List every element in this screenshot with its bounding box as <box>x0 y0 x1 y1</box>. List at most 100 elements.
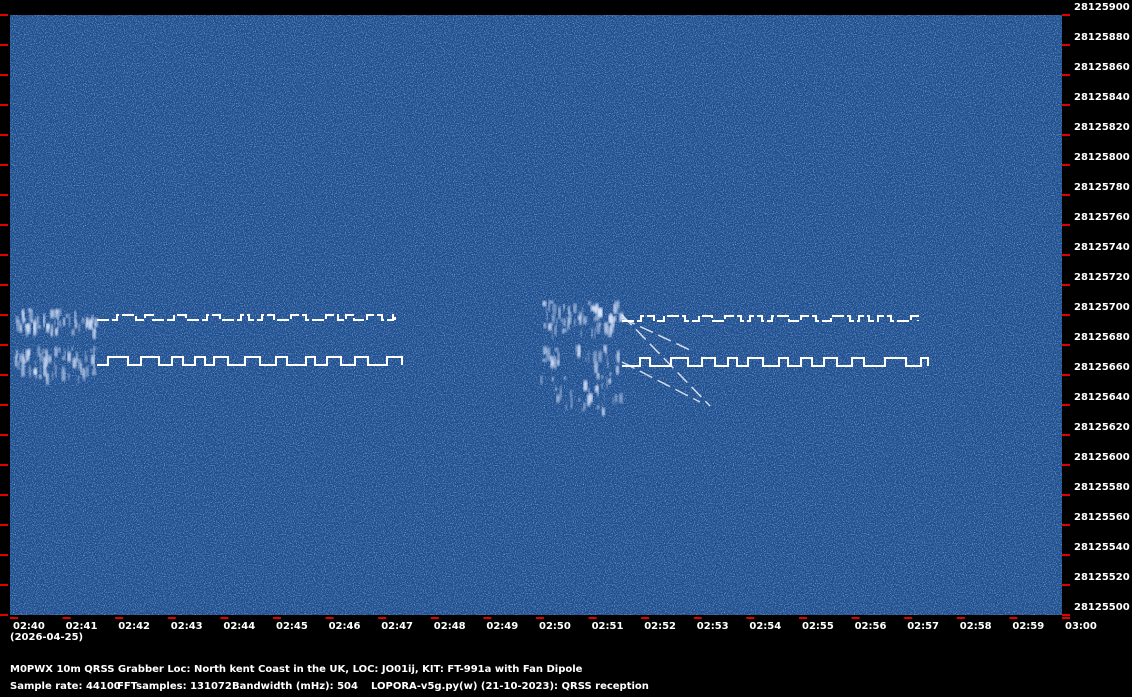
signal-burst <box>551 376 554 382</box>
signal-burst <box>62 356 66 361</box>
signal-burst <box>66 313 69 318</box>
signal-burst <box>51 324 54 337</box>
signal-burst <box>42 349 46 354</box>
x-tick-label: 02:45 <box>276 621 308 632</box>
signal-burst <box>598 308 602 316</box>
x-tick-label: 02:47 <box>381 621 413 632</box>
signal-burst <box>43 315 45 328</box>
signal-burst <box>568 312 572 324</box>
signal-burst <box>563 318 566 327</box>
signal-burst <box>598 351 602 362</box>
signal-burst <box>23 359 27 364</box>
signal-burst <box>27 348 31 356</box>
signal-burst <box>67 346 69 352</box>
signal-burst <box>615 353 618 360</box>
signal-burst <box>91 315 94 324</box>
signal-burst <box>21 311 25 324</box>
signal-burst <box>567 320 569 333</box>
signal-burst <box>549 356 552 361</box>
signal-burst <box>619 312 624 322</box>
signal-burst <box>37 325 41 329</box>
footer: LOPORA-v5g.py(w) (21-10-2023): QRSS rece… <box>371 681 649 692</box>
signal-burst <box>615 365 619 375</box>
signal-burst <box>606 377 608 389</box>
signal-burst <box>551 314 555 323</box>
signals <box>15 300 929 416</box>
signal-burst <box>546 312 548 322</box>
signal-burst <box>93 346 95 356</box>
signal-burst <box>554 347 559 352</box>
signal-burst <box>81 368 85 378</box>
signal-burst <box>93 364 96 371</box>
signal-burst <box>594 385 598 393</box>
y-tick-label: 28125600 <box>1074 452 1130 463</box>
signal-burst <box>38 374 42 379</box>
signal-burst <box>595 310 600 321</box>
signal-burst <box>68 314 71 328</box>
signal-burst <box>573 318 576 327</box>
x-tick-label: 02:50 <box>539 621 571 632</box>
y-tick-label: 28125760 <box>1074 212 1130 223</box>
signal-burst <box>610 320 614 333</box>
footer: FFTsamples: 131072 <box>117 681 232 692</box>
signal-burst <box>80 362 83 374</box>
signal-burst <box>71 346 74 351</box>
signal-burst <box>88 317 93 326</box>
signal-burst <box>594 316 596 322</box>
signal-burst <box>43 365 47 377</box>
signal-burst <box>56 308 59 314</box>
signal-burst <box>74 319 78 329</box>
signal-burst <box>63 349 66 358</box>
signal-burst <box>16 319 21 332</box>
signal-burst <box>558 306 561 319</box>
signal-burst <box>619 393 623 404</box>
y-tick-label: 28125660 <box>1074 362 1130 373</box>
signal-burst <box>597 372 599 377</box>
signal-burst <box>588 300 591 306</box>
signal-trace <box>97 314 396 321</box>
signal-burst <box>58 347 61 353</box>
signal-burst <box>90 355 95 365</box>
signal-burst <box>75 352 78 363</box>
signal-burst <box>593 351 598 363</box>
signal-burst <box>548 300 550 312</box>
signal-burst <box>609 314 613 324</box>
y-tick-label: 28125560 <box>1074 512 1130 523</box>
signal-burst <box>606 355 609 367</box>
signal-burst <box>608 378 612 384</box>
signal-burst <box>27 323 31 334</box>
signal-burst <box>15 355 18 367</box>
y-tick-label: 28125580 <box>1074 482 1130 493</box>
signal-burst <box>46 353 48 366</box>
signal-burst <box>583 380 588 391</box>
x-tick-label: 02:54 <box>749 621 781 632</box>
signal-burst <box>74 310 77 322</box>
signal-burst <box>609 372 612 376</box>
signal-burst <box>608 326 612 338</box>
signal-burst <box>561 317 563 324</box>
footer: Bandwidth (mHz): 504 <box>232 681 358 692</box>
y-tick-label: 28125740 <box>1074 242 1130 253</box>
signal-burst <box>588 387 590 395</box>
signal-burst <box>45 350 48 356</box>
signal-burst <box>55 309 60 319</box>
signal-burst <box>45 369 48 381</box>
x-tick-label: 02:43 <box>171 621 203 632</box>
signal-burst <box>25 349 30 361</box>
signal-burst <box>92 328 97 339</box>
y-tick-label: 28125900 <box>1074 2 1130 13</box>
signal-burst <box>21 364 25 377</box>
signal-burst <box>551 329 553 341</box>
x-tick-label: 02:48 <box>434 621 466 632</box>
signal-burst <box>92 369 97 376</box>
signal-burst <box>612 316 617 322</box>
signal-burst <box>15 315 19 324</box>
signal-burst <box>557 351 560 365</box>
signal-burst <box>39 353 43 362</box>
signal-burst <box>554 356 557 369</box>
signal-burst <box>596 373 600 380</box>
signal-burst <box>94 346 96 352</box>
y-tick-label: 28125500 <box>1074 602 1130 613</box>
signal-burst <box>612 396 614 405</box>
